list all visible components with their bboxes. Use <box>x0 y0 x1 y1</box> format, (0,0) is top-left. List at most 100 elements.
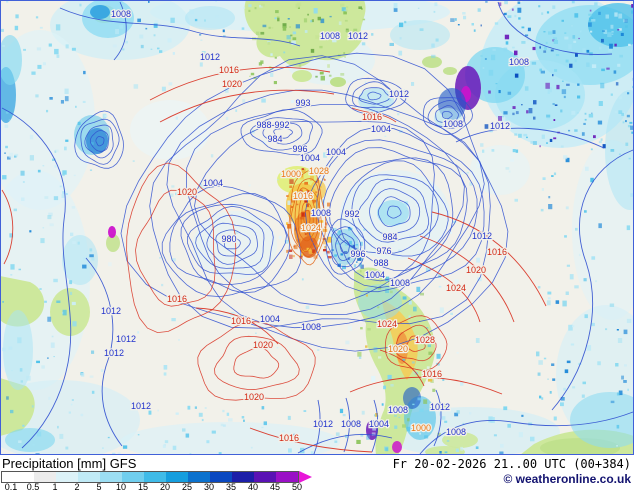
legend-value: 50 <box>291 482 303 490</box>
legend-value: 10 <box>115 482 127 490</box>
svg-text:1016: 1016 <box>487 247 507 257</box>
svg-text:1008: 1008 <box>509 57 529 67</box>
svg-text:984: 984 <box>382 232 397 242</box>
svg-text:1024: 1024 <box>377 319 397 329</box>
map-image: 1008 1008 1012 1008 1012 1016 1020 993 1012 1016 9… <box>0 0 634 455</box>
svg-text:1012: 1012 <box>101 306 121 316</box>
map-title-unit: [mm] <box>77 456 107 471</box>
map-title: Precipitation [mm] GFS <box>2 456 136 471</box>
legend-value: 0.1 <box>4 482 18 490</box>
legend-value: 45 <box>269 482 281 490</box>
svg-text:1012: 1012 <box>348 31 368 41</box>
svg-text:1012: 1012 <box>116 334 136 344</box>
svg-text:1016: 1016 <box>279 433 299 443</box>
legend-value: 20 <box>159 482 171 490</box>
svg-text:1016: 1016 <box>231 316 251 326</box>
legend-value: 15 <box>137 482 149 490</box>
svg-text:1020: 1020 <box>466 265 486 275</box>
legend-value: 30 <box>203 482 215 490</box>
map-title-parameter: Precipitation <box>2 456 74 471</box>
svg-text:996: 996 <box>350 249 365 259</box>
legend-segment <box>188 472 210 482</box>
svg-text:1004: 1004 <box>369 419 389 429</box>
svg-text:1008: 1008 <box>388 405 408 415</box>
svg-text:1008: 1008 <box>311 208 331 218</box>
legend-values: 0.1 0.5 1 2 5 10 15 20 25 30 35 40 45 50 <box>1 483 361 490</box>
svg-text:992: 992 <box>344 209 359 219</box>
svg-text:1016: 1016 <box>362 112 382 122</box>
svg-text:1004: 1004 <box>260 314 280 324</box>
svg-text:1020: 1020 <box>253 340 273 350</box>
svg-text:1008: 1008 <box>301 322 321 332</box>
svg-text:1016: 1016 <box>293 191 313 201</box>
svg-text:1008: 1008 <box>341 419 361 429</box>
svg-text:1012: 1012 <box>472 231 492 241</box>
svg-text:980: 980 <box>221 234 236 244</box>
legend-segment <box>166 472 188 482</box>
svg-text:1008: 1008 <box>446 427 466 437</box>
svg-text:1016: 1016 <box>219 65 239 75</box>
svg-text:1012: 1012 <box>490 121 510 131</box>
legend-value: 5 <box>96 482 102 490</box>
svg-text:1024: 1024 <box>446 283 466 293</box>
footer-top-row: Precipitation [mm] GFS Fr 20-02-2026 21.… <box>0 455 634 471</box>
svg-text:988-992: 988-992 <box>256 120 289 130</box>
svg-text:996: 996 <box>292 144 307 154</box>
legend-colorbar <box>1 471 312 483</box>
legend-segment <box>210 472 232 482</box>
copyright: © weatheronline.co.uk <box>503 472 631 486</box>
legend-value: 35 <box>225 482 237 490</box>
legend-overflow-arrow <box>299 471 312 483</box>
svg-text:993: 993 <box>295 98 310 108</box>
legend-segment <box>254 472 276 482</box>
svg-text:1012: 1012 <box>104 348 124 358</box>
svg-text:1016: 1016 <box>422 369 442 379</box>
svg-text:1004: 1004 <box>203 178 223 188</box>
legend-value: 40 <box>247 482 259 490</box>
legend-segment <box>34 472 56 482</box>
legend-colorbar-body <box>1 471 299 483</box>
map-title-model: GFS <box>109 456 137 471</box>
svg-text:1020: 1020 <box>222 79 242 89</box>
svg-text:1012: 1012 <box>313 419 333 429</box>
svg-text:1012: 1012 <box>430 402 450 412</box>
svg-text:988: 988 <box>373 258 388 268</box>
svg-text:1012: 1012 <box>131 401 151 411</box>
svg-text:1004: 1004 <box>300 153 320 163</box>
svg-text:1008: 1008 <box>443 119 463 129</box>
svg-text:1012: 1012 <box>389 89 409 99</box>
legend-segment <box>78 472 100 482</box>
legend-segment <box>12 472 34 482</box>
svg-text:1004: 1004 <box>326 147 346 157</box>
legend-value: 0.5 <box>26 482 40 490</box>
svg-text:1004: 1004 <box>365 270 385 280</box>
legend-segment <box>56 472 78 482</box>
svg-text:1000: 1000 <box>281 169 301 179</box>
svg-text:1008: 1008 <box>390 278 410 288</box>
legend-segment <box>144 472 166 482</box>
svg-text:1020: 1020 <box>177 187 197 197</box>
legend-value: 25 <box>181 482 193 490</box>
legend-segment <box>122 472 144 482</box>
footer: Precipitation [mm] GFS Fr 20-02-2026 21.… <box>0 455 634 490</box>
svg-text:1024: 1024 <box>301 223 321 233</box>
svg-text:1012: 1012 <box>200 52 220 62</box>
svg-text:1004: 1004 <box>371 124 391 134</box>
svg-text:1028: 1028 <box>415 335 435 345</box>
legend-value: 2 <box>74 482 80 490</box>
svg-text:1028: 1028 <box>309 166 329 176</box>
forecast-datetime: Fr 20-02-2026 21..00 UTC (00+384) <box>392 457 631 471</box>
svg-text:1016: 1016 <box>167 294 187 304</box>
svg-text:1008: 1008 <box>320 31 340 41</box>
legend-value: 1 <box>52 482 58 490</box>
legend-segment <box>100 472 122 482</box>
svg-text:1008: 1008 <box>111 9 131 19</box>
svg-text:984: 984 <box>267 134 282 144</box>
legend-segment <box>232 472 254 482</box>
svg-text:1000: 1000 <box>411 423 431 433</box>
svg-text:976: 976 <box>376 246 391 256</box>
svg-text:1020: 1020 <box>244 392 264 402</box>
legend-segment <box>276 472 298 482</box>
